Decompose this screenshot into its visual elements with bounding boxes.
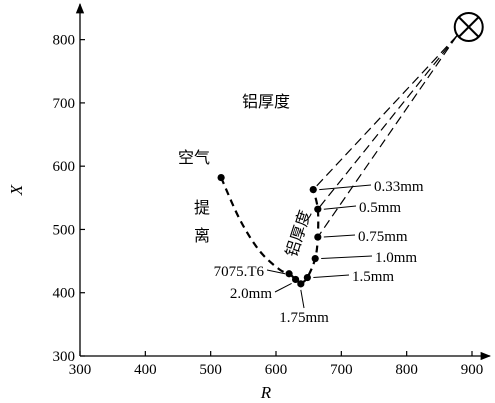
point-label: 2.0mm bbox=[230, 286, 272, 302]
thickness-label-along: 铝厚度 bbox=[282, 208, 315, 260]
point-labels: 0.33mm 0.5mm 0.75mm 1.0mm 1.5mm 1.75mm 2.0mm 70… bbox=[214, 179, 424, 326]
label-leaders bbox=[266, 184, 373, 309]
data-point bbox=[311, 254, 319, 263]
data-point bbox=[314, 205, 322, 213]
probe-source-marker bbox=[453, 11, 484, 42]
point-label: 0.33mm bbox=[374, 179, 424, 195]
leader-line bbox=[300, 289, 305, 309]
point-label: 1.0mm bbox=[375, 250, 417, 266]
leader-line bbox=[274, 282, 292, 293]
leader-line bbox=[323, 234, 356, 238]
x-axis-ticks: 300 400 500 600 700 800 900 bbox=[69, 351, 484, 378]
point-label: 1.5mm bbox=[352, 269, 394, 285]
data-point bbox=[309, 185, 317, 194]
x-tick-label: 900 bbox=[461, 362, 484, 378]
leader-line bbox=[323, 205, 357, 210]
data-point bbox=[285, 270, 293, 278]
x-tick-label: 700 bbox=[330, 362, 353, 378]
x-tick-label: 500 bbox=[199, 362, 222, 378]
leader-line bbox=[313, 274, 350, 279]
source-rays bbox=[312, 35, 458, 238]
y-tick-label: 400 bbox=[53, 286, 76, 302]
thickness-label-upper: 铝厚度 bbox=[242, 92, 290, 111]
leader-line bbox=[321, 255, 373, 260]
thickness-curve bbox=[300, 189, 320, 285]
x-tick-label: 800 bbox=[395, 362, 418, 378]
x-tick-label: 300 bbox=[69, 362, 92, 378]
leader-line bbox=[266, 269, 286, 275]
data-points bbox=[217, 173, 322, 288]
data-point bbox=[297, 280, 305, 288]
y-tick-label: 800 bbox=[53, 33, 76, 49]
data-point bbox=[292, 275, 300, 284]
liftoff-label: 提离 bbox=[194, 198, 210, 245]
point-label: 0.5mm bbox=[359, 200, 401, 216]
x-axis-title: R bbox=[260, 383, 272, 402]
y-tick-label: 300 bbox=[53, 349, 76, 365]
point-label: 0.75mm bbox=[358, 229, 408, 245]
data-point bbox=[314, 233, 322, 241]
air-label: 空气 bbox=[178, 148, 210, 167]
liftoff-curve bbox=[220, 177, 302, 285]
data-point bbox=[217, 173, 225, 182]
y-tick-label: 600 bbox=[53, 159, 76, 175]
y-axis-title: X bbox=[7, 184, 26, 196]
y-axis-ticks: 300 400 500 600 700 800 bbox=[53, 33, 85, 365]
source-ray-3 bbox=[317, 35, 458, 238]
leader-line bbox=[319, 184, 372, 191]
y-tick-label: 500 bbox=[53, 222, 76, 238]
source-ray-2 bbox=[317, 35, 458, 210]
x-tick-label: 400 bbox=[134, 362, 157, 378]
y-tick-label: 700 bbox=[53, 96, 76, 112]
point-label: 7075.T6 bbox=[214, 264, 265, 280]
source-ray-1 bbox=[312, 35, 458, 191]
x-tick-label: 600 bbox=[265, 362, 288, 378]
point-label: 1.75mm bbox=[279, 310, 329, 326]
data-point bbox=[303, 273, 311, 282]
